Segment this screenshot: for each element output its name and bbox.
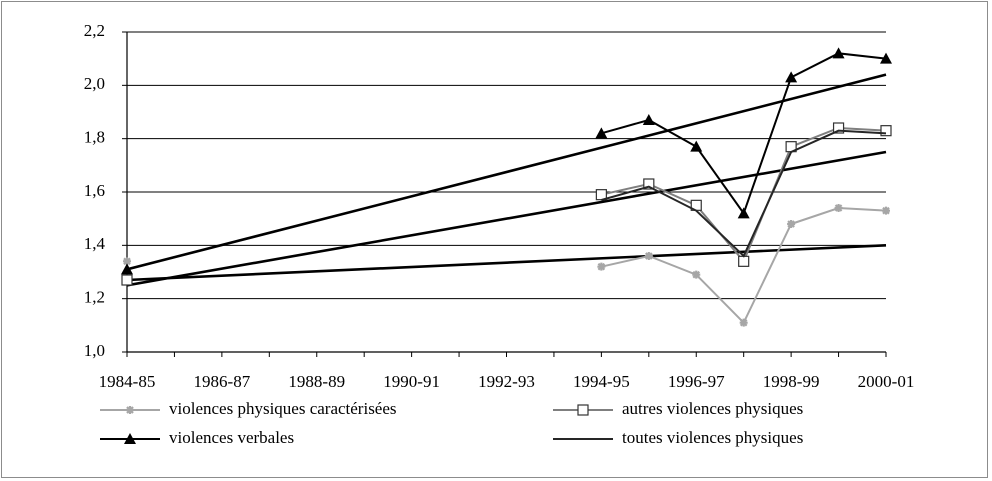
x-tick-label: 1988-89 (288, 372, 345, 391)
y-tick-label: 1,6 (84, 181, 105, 200)
series-marker (739, 318, 748, 327)
series-marker (642, 114, 655, 125)
series-marker (643, 178, 655, 190)
series-marker (123, 257, 131, 266)
legend-label: autres violences physiques (622, 399, 803, 418)
trend-line (126, 244, 887, 282)
series-marker (785, 71, 798, 83)
series-marker (737, 207, 750, 219)
series-marker (690, 140, 703, 152)
y-tick-label: 1,4 (84, 234, 106, 253)
series-marker (834, 204, 843, 212)
x-tick-label: 1992-93 (478, 372, 535, 391)
series-marker (787, 220, 796, 228)
series-marker (882, 206, 890, 215)
legend-marker (124, 433, 136, 444)
series-marker (595, 127, 608, 139)
series-line (601, 129, 887, 258)
legend-marker (577, 404, 589, 416)
x-tick-label: 1984-85 (99, 372, 156, 391)
y-tick-label: 1,0 (84, 341, 105, 360)
series-marker (121, 274, 133, 286)
x-tick-label: 1990-91 (383, 372, 440, 391)
series-marker (880, 125, 892, 137)
series-marker (121, 263, 133, 275)
y-tick-label: 1,8 (84, 128, 105, 147)
legend-label: violences verbales (169, 428, 294, 447)
x-tick-label: 2000-01 (858, 372, 915, 391)
legend-label: violences physiques caractérisées (169, 399, 397, 418)
trend-line (126, 73, 887, 271)
legend-marker (126, 406, 134, 414)
x-tick-label: 1998-99 (763, 372, 820, 391)
x-tick-label: 1994-95 (573, 372, 630, 391)
series-marker (880, 52, 892, 64)
series-marker (644, 252, 653, 260)
series-marker (738, 255, 750, 267)
x-tick-label: 1986-87 (194, 372, 251, 391)
trend-line (126, 150, 887, 287)
y-tick-label: 2,0 (84, 74, 105, 93)
x-tick-label: 1996-97 (668, 372, 725, 391)
series-marker (692, 270, 701, 279)
series-marker (832, 47, 845, 59)
series-marker (832, 122, 845, 134)
legend-label: toutes violences physiques (622, 428, 803, 447)
y-tick-label: 1,2 (84, 288, 105, 307)
series-marker (597, 262, 606, 271)
y-tick-label: 2,2 (84, 21, 105, 40)
